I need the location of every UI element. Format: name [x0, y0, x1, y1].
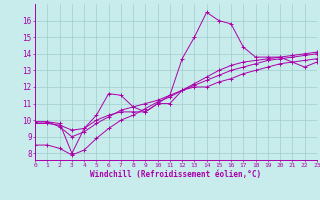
- X-axis label: Windchill (Refroidissement éolien,°C): Windchill (Refroidissement éolien,°C): [91, 170, 261, 179]
